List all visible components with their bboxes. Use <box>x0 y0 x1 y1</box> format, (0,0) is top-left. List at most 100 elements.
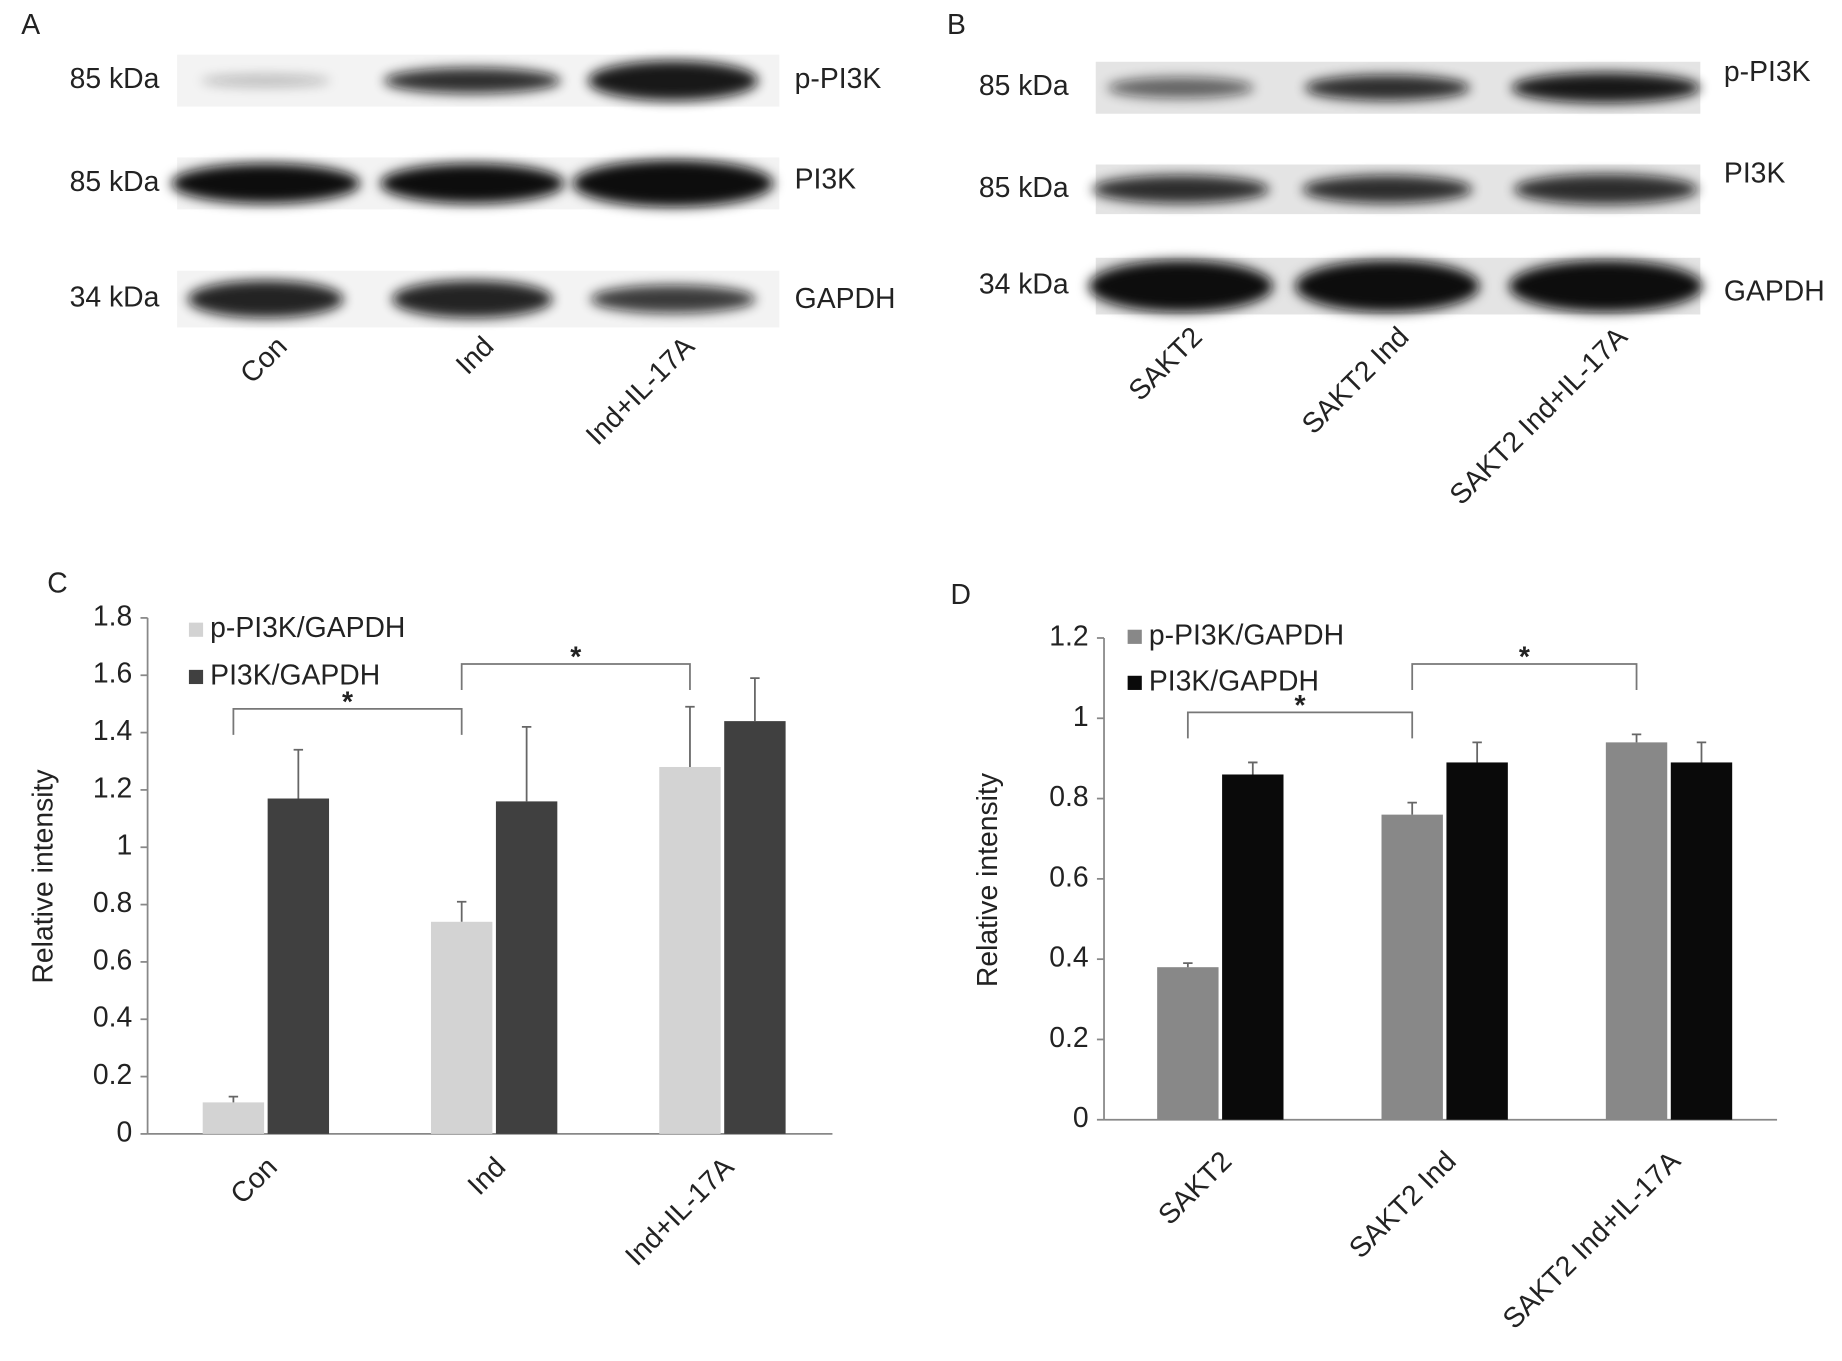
lane-label: Ind <box>450 330 500 380</box>
blot-band <box>200 74 331 87</box>
y-tick-label: 0 <box>116 1116 132 1148</box>
bar <box>1222 774 1284 1120</box>
error-bar <box>1472 741 1482 763</box>
significance-label: * <box>1295 690 1306 722</box>
y-tick-label: 0.8 <box>93 887 132 919</box>
significance-bracket <box>460 663 691 690</box>
legend-swatch <box>1127 675 1142 690</box>
x-tick-label: Ind+IL-17A <box>619 1151 740 1272</box>
y-axis-label: Relative intensity <box>27 769 59 984</box>
bar <box>659 766 721 1134</box>
protein-label: GAPDH <box>1724 276 1825 308</box>
significance-label: * <box>1519 642 1530 674</box>
blot-band <box>1295 260 1480 313</box>
blot-band <box>383 67 561 94</box>
y-tick-label: 0.6 <box>93 944 132 976</box>
bar <box>1381 814 1443 1120</box>
legend-label: PI3K/GAPDH <box>210 659 380 691</box>
blot-band <box>187 280 344 319</box>
y-tick-label: 0.6 <box>1049 861 1088 893</box>
error-bar <box>1407 801 1417 815</box>
x-tick-label: SAKT2 <box>1152 1145 1238 1231</box>
lane-label: SAKT2 <box>1123 321 1209 407</box>
x-tick-label: SAKT2 Ind <box>1343 1145 1463 1265</box>
molecular-weight: 34 kDa <box>979 269 1069 301</box>
protein-label: GAPDH <box>795 283 896 315</box>
bar <box>430 921 493 1134</box>
lane-label: SAKT2 Ind+IL-17A <box>1444 321 1634 511</box>
panel-label: C <box>47 567 67 599</box>
legend-label: p-PI3K/GAPDH <box>210 612 405 644</box>
bar <box>202 1102 265 1134</box>
y-tick-label: 0.4 <box>93 1002 132 1034</box>
bar <box>1605 742 1668 1120</box>
bar <box>724 721 786 1134</box>
significance-label: * <box>570 642 581 674</box>
blot-band <box>1511 72 1701 104</box>
protein-label: p-PI3K <box>795 63 882 95</box>
significance-bracket <box>1411 663 1638 690</box>
molecular-weight: 85 kDa <box>979 70 1069 102</box>
y-tick-label: 1.2 <box>1049 620 1088 652</box>
y-tick-label: 0.8 <box>1049 781 1088 813</box>
error-bar <box>1248 761 1258 775</box>
y-tick-label: 0 <box>1073 1102 1089 1134</box>
lane-label: Ind+IL-17A <box>580 330 701 451</box>
legend-swatch <box>188 622 204 637</box>
y-axis-label: Relative intensity <box>972 772 1004 987</box>
error-bar <box>293 748 304 799</box>
error-bar <box>1183 962 1193 968</box>
bar <box>1670 762 1733 1120</box>
significance-bracket <box>232 707 463 735</box>
error-bar <box>750 677 760 722</box>
bar <box>1446 762 1508 1120</box>
y-tick-label: 0.4 <box>1049 942 1088 974</box>
error-bar <box>1696 741 1707 763</box>
blot-band <box>1088 260 1273 313</box>
blot-band <box>1513 173 1698 205</box>
error-bar <box>228 1095 239 1103</box>
y-tick-label: 1.4 <box>93 715 132 747</box>
panel-label: B <box>947 9 966 41</box>
y-tick-label: 1 <box>116 830 132 862</box>
molecular-weight: 34 kDa <box>70 282 160 314</box>
blot-band <box>1509 260 1703 313</box>
legend-label: PI3K/GAPDH <box>1149 665 1319 697</box>
x-tick-label: Con <box>224 1151 283 1210</box>
blot-band <box>392 280 553 319</box>
significance-bracket <box>1186 711 1414 739</box>
blot-band <box>572 159 774 208</box>
blot-band <box>588 60 759 101</box>
y-tick-label: 1.6 <box>93 658 132 690</box>
lane-label: Con <box>234 330 293 389</box>
lane-label: SAKT2 Ind <box>1296 321 1416 441</box>
protein-label: PI3K <box>1724 158 1786 190</box>
legend-swatch <box>1127 629 1142 644</box>
y-tick-label: 1.8 <box>93 600 132 632</box>
y-tick-label: 1.2 <box>93 772 132 804</box>
error-bar <box>1631 733 1642 743</box>
legend-swatch <box>188 669 204 685</box>
error-bar <box>685 705 695 767</box>
blot-band <box>380 163 565 204</box>
blot-band <box>1107 77 1254 99</box>
y-tick-label: 1 <box>1073 701 1089 733</box>
significance-label: * <box>342 687 353 719</box>
blot-band <box>590 284 756 314</box>
error-bar <box>521 725 532 802</box>
legend-label: p-PI3K/GAPDH <box>1149 619 1344 651</box>
bar <box>267 798 330 1134</box>
molecular-weight: 85 kDa <box>979 172 1069 204</box>
protein-label: p-PI3K <box>1724 56 1811 88</box>
molecular-weight: 85 kDa <box>70 63 160 95</box>
bar <box>495 801 558 1134</box>
x-tick-label: Ind <box>462 1151 512 1201</box>
molecular-weight: 85 kDa <box>70 166 160 198</box>
blot-band <box>1304 74 1471 101</box>
error-bar <box>456 900 467 922</box>
y-tick-label: 0.2 <box>1049 1022 1088 1054</box>
blot-band <box>1092 175 1270 204</box>
x-tick-label: SAKT2 Ind+IL-17A <box>1497 1145 1687 1335</box>
y-tick-label: 0.2 <box>93 1059 132 1091</box>
